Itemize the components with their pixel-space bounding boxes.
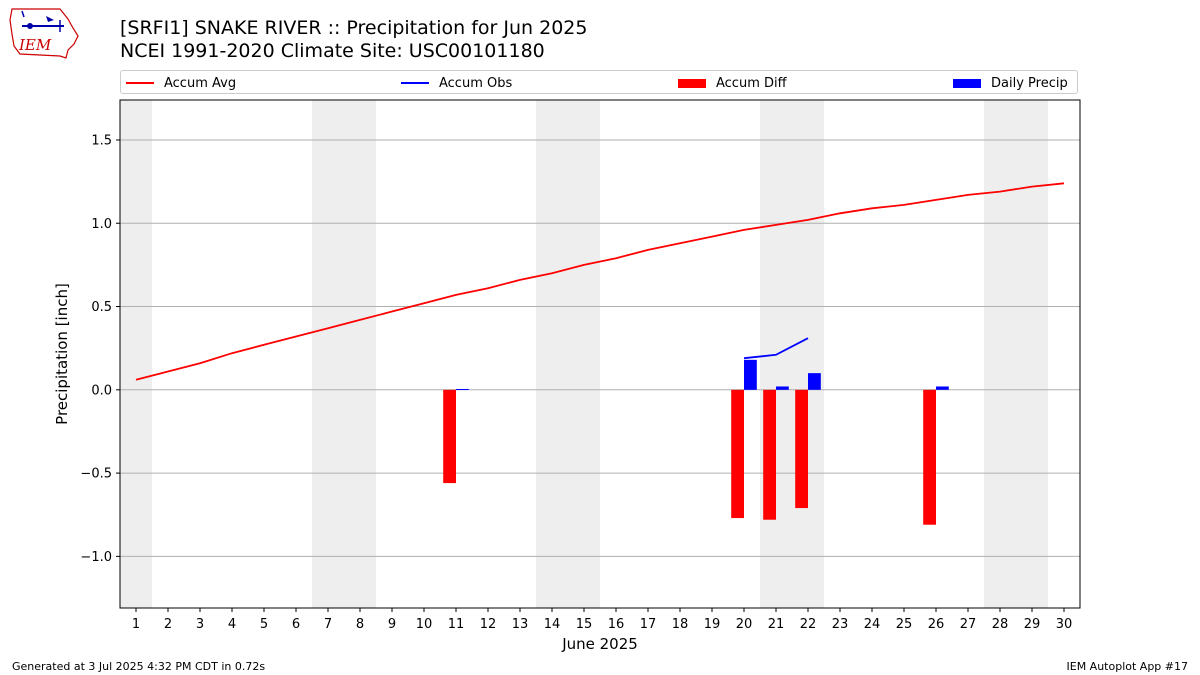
legend-swatch-daily-precip xyxy=(953,78,981,88)
chart-legend: Accum Avg Accum Obs Accum Diff Daily Pre… xyxy=(120,70,1078,94)
x-tick-label: 8 xyxy=(356,617,364,632)
legend-item-accum-avg: Accum Avg xyxy=(126,74,236,92)
legend-swatch-accum-avg xyxy=(126,82,154,84)
x-tick-label: 25 xyxy=(896,617,913,632)
x-tick-label: 5 xyxy=(260,617,268,632)
legend-item-daily-precip: Daily Precip xyxy=(953,74,1068,92)
x-tick-label: 9 xyxy=(388,617,396,632)
x-tick-label: 23 xyxy=(832,617,849,632)
accum-diff-bar xyxy=(443,389,456,484)
daily-precip-bar xyxy=(936,386,949,390)
legend-label-accum-obs: Accum Obs xyxy=(439,75,513,91)
accum-avg-line xyxy=(135,182,1065,381)
legend-label-accum-avg: Accum Avg xyxy=(164,75,237,91)
x-axis-label: June 2025 xyxy=(561,635,638,653)
x-tick-label: 17 xyxy=(640,617,657,632)
y-tick-label: 0.5 xyxy=(91,300,112,315)
weekend-band-1 xyxy=(312,100,376,608)
x-tick-label: 21 xyxy=(768,617,785,632)
x-tick-label: 28 xyxy=(992,617,1009,632)
x-tick-label: 15 xyxy=(576,617,593,632)
weekend-band-4 xyxy=(984,100,1048,608)
x-tick-label: 12 xyxy=(480,617,497,632)
y-tick-label: 1.0 xyxy=(91,217,112,232)
daily-precip-bar xyxy=(456,388,469,390)
x-tick-label: 14 xyxy=(544,617,561,632)
legend-swatch-accum-obs xyxy=(401,82,429,84)
legend-label-accum-diff: Accum Diff xyxy=(716,75,787,91)
legend-item-accum-obs: Accum Obs xyxy=(401,74,512,92)
x-tick-label: 30 xyxy=(1056,617,1073,632)
generated-timestamp: Generated at 3 Jul 2025 4:32 PM CDT in 0… xyxy=(12,660,266,673)
y-tick-label: 1.5 xyxy=(91,133,112,148)
x-tick-label: 3 xyxy=(196,617,204,632)
x-tick-label: 13 xyxy=(512,617,529,632)
x-tick-label: 24 xyxy=(864,617,881,632)
y-axis-label: Precipitation [inch] xyxy=(53,283,71,425)
x-tick-label: 27 xyxy=(960,617,977,632)
chart-subtitle: NCEI 1991-2020 Climate Site: USC00101180 xyxy=(120,40,545,62)
x-tick-label: 16 xyxy=(608,617,625,632)
iem-logo: IEM xyxy=(9,8,79,59)
x-tick-label: 1 xyxy=(132,617,140,632)
x-tick-label: 11 xyxy=(448,617,465,632)
x-tick-label: 29 xyxy=(1024,617,1041,632)
plot-frame xyxy=(119,99,1081,609)
x-tick-label: 22 xyxy=(800,617,817,632)
weekend-band-3 xyxy=(760,100,824,608)
y-tick-label: 0.0 xyxy=(91,383,112,398)
chart-title: [SRFI1] SNAKE RIVER :: Precipitation for… xyxy=(120,17,588,39)
x-tick-label: 6 xyxy=(292,617,300,632)
y-tick-label: −1.0 xyxy=(80,550,112,565)
daily-precip-bar xyxy=(776,386,789,390)
x-tick-label: 2 xyxy=(164,617,172,632)
x-tick-label: 20 xyxy=(736,617,753,632)
accum-diff-bar xyxy=(795,389,808,509)
weekend-band-2 xyxy=(536,100,600,608)
accum-obs-line xyxy=(743,337,809,360)
weekend-band-0 xyxy=(120,100,152,608)
accum-diff-bar xyxy=(763,389,776,520)
daily-precip-bar xyxy=(744,359,757,390)
accum-diff-bar xyxy=(731,389,744,519)
x-tick-label: 4 xyxy=(228,617,236,632)
legend-label-daily-precip: Daily Precip xyxy=(991,75,1068,91)
legend-item-accum-diff: Accum Diff xyxy=(678,74,787,92)
accum-diff-bar xyxy=(923,389,936,525)
x-tick-label: 26 xyxy=(928,617,945,632)
x-tick-label: 7 xyxy=(324,617,332,632)
logo-text: IEM xyxy=(18,36,52,54)
y-tick-label: −0.5 xyxy=(80,467,112,482)
legend-swatch-accum-diff xyxy=(678,78,706,88)
app-credit: IEM Autoplot App #17 xyxy=(1066,660,1189,673)
daily-precip-bar xyxy=(808,373,821,390)
x-tick-label: 18 xyxy=(672,617,689,632)
x-tick-label: 10 xyxy=(416,617,433,632)
x-tick-label: 19 xyxy=(704,617,721,632)
